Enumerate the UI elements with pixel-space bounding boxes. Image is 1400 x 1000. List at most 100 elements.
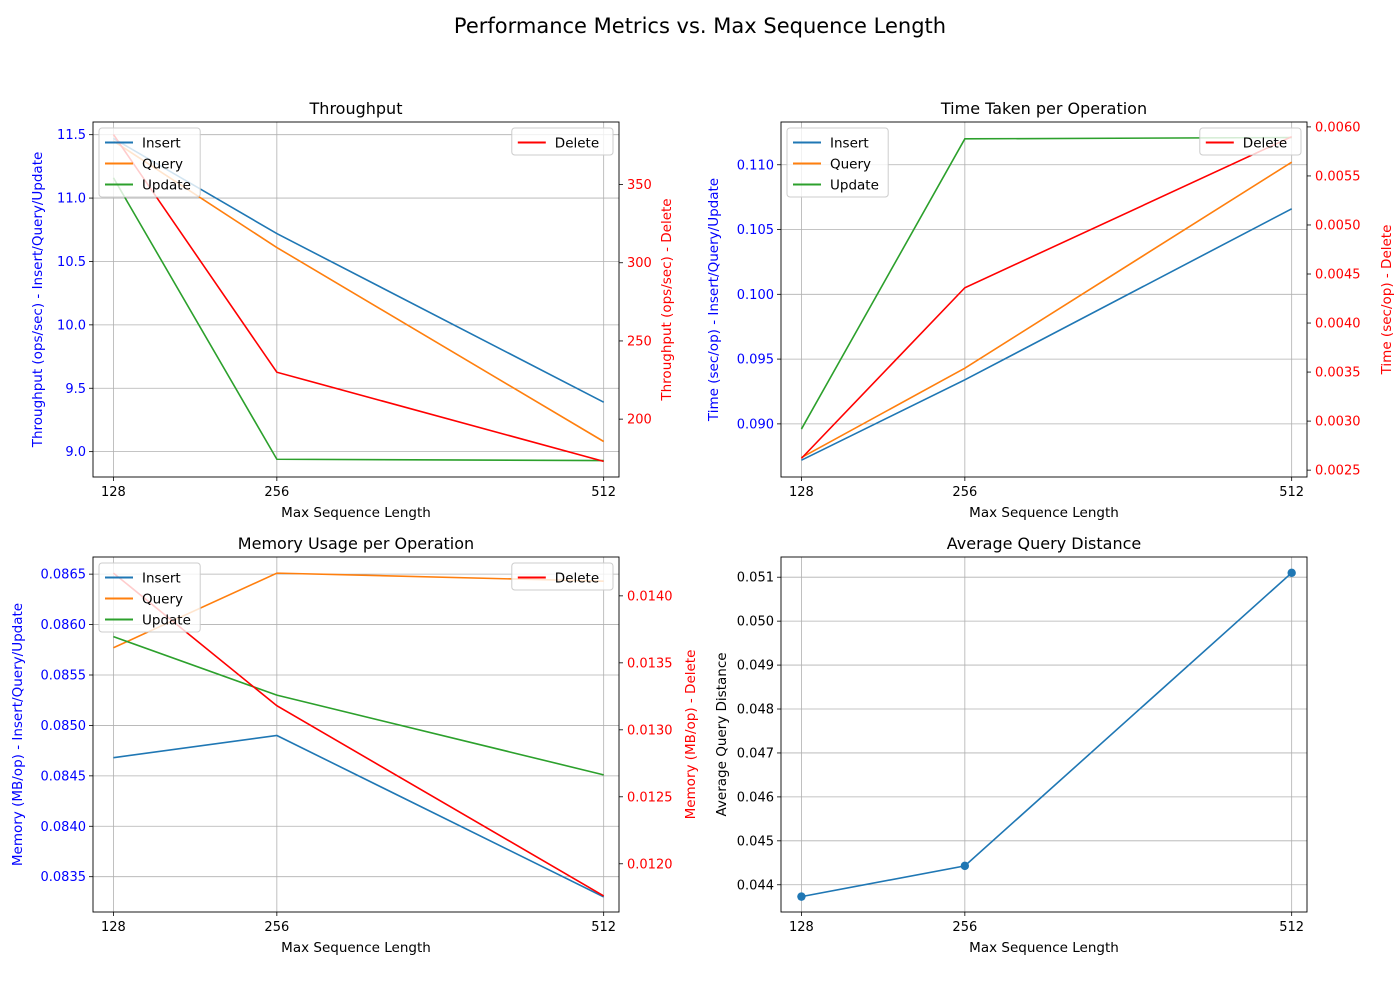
left-legend-frame <box>98 127 201 198</box>
y-tick-label: 0.044 <box>737 878 774 893</box>
series-line-delete <box>800 135 1293 459</box>
x-tick-label: 512 <box>591 920 616 935</box>
y-axis-label: Average Query Distance <box>714 652 730 816</box>
y-tick-label: 0.105 <box>737 223 774 238</box>
x-axis-label: Max Sequence Length <box>281 940 431 956</box>
y-tick-label: 0.051 <box>737 571 774 586</box>
y-tick-label: 0.110 <box>737 158 774 173</box>
y-right-tick-label: 0.0140 <box>627 589 673 604</box>
plot-frame <box>780 121 1308 478</box>
data-point <box>1287 568 1296 578</box>
series-line-delete <box>112 134 604 463</box>
left-legend: Insert Query Update <box>98 562 201 633</box>
x-tick-label: 128 <box>101 920 126 935</box>
left-legend: Insert Query Update <box>98 127 201 198</box>
chart-title: Throughput <box>309 99 403 118</box>
y-right-tick-label: 250 <box>627 334 652 349</box>
y-right-axis-label: Memory (MB/op) - Delete <box>683 650 699 820</box>
plot-frame <box>780 556 1308 913</box>
y-tick-label: 0.050 <box>737 615 774 630</box>
y-tick-label: 0.0840 <box>41 820 87 835</box>
x-tick-label: 512 <box>1279 920 1304 935</box>
right-legend: Delete <box>1199 127 1302 156</box>
legend-label-insert: Insert <box>830 136 869 152</box>
x-tick-label: 512 <box>591 485 616 500</box>
data-point <box>797 892 806 901</box>
y-tick-label: 0.048 <box>737 703 774 718</box>
legend-label-insert: Insert <box>142 571 181 587</box>
legend-label-update: Update <box>142 178 191 194</box>
plot-frame <box>92 121 620 478</box>
y-tick-label: 0.0865 <box>41 568 87 583</box>
y-tick-label: 0.046 <box>737 790 774 805</box>
y-right-tick-label: 350 <box>627 178 652 193</box>
y-right-tick-label: 0.0025 <box>1315 464 1361 479</box>
y-right-tick-label: 200 <box>627 413 652 428</box>
y-right-tick-label: 0.0030 <box>1315 415 1361 430</box>
left-legend-frame <box>786 127 889 198</box>
y-tick-label: 0.0850 <box>41 719 87 734</box>
y-tick-label: 9.0 <box>65 445 86 460</box>
y-right-tick-label: 0.0045 <box>1315 268 1361 283</box>
y-tick-label: 0.0835 <box>41 870 87 885</box>
x-axis-label: Max Sequence Length <box>969 505 1119 521</box>
y-tick-label: 0.0860 <box>41 618 87 633</box>
legend-label-query: Query <box>830 157 871 173</box>
y-tick-label: 0.045 <box>737 834 774 849</box>
chart-title: Memory Usage per Operation <box>238 534 474 553</box>
y-right-axis-label: Throughput (ops/sec) - Delete <box>659 198 675 401</box>
series-line-update <box>113 635 604 776</box>
chart-title: Average Query Distance <box>947 534 1141 553</box>
right-legend: Delete <box>511 562 614 591</box>
y-right-tick-label: 300 <box>627 256 652 271</box>
series-line-query <box>801 161 1293 459</box>
y-tick-label: 11.5 <box>57 128 86 143</box>
x-tick-label: 128 <box>789 485 814 500</box>
y-tick-label: 0.100 <box>737 288 774 303</box>
right-legend-frame <box>1199 127 1302 156</box>
x-tick-label: 128 <box>101 485 126 500</box>
y-right-tick-label: 0.0135 <box>627 656 673 671</box>
x-axis-label: Max Sequence Length <box>969 940 1119 956</box>
figure-title: Performance Metrics vs. Max Sequence Len… <box>453 14 947 38</box>
y-tick-label: 0.049 <box>737 659 774 674</box>
legend-label-delete: Delete <box>555 136 599 152</box>
plot-frame <box>92 556 620 913</box>
right-legend: Delete <box>511 127 614 156</box>
chart-title: Time Taken per Operation <box>940 99 1147 118</box>
legend-label-delete: Delete <box>1243 136 1287 152</box>
y-right-tick-label: 0.0060 <box>1315 120 1361 135</box>
series-line-insert <box>113 734 605 898</box>
memory-per-op-chart: Memory Usage per Operation 128 256 512 Max S… <box>10 534 699 956</box>
y-tick-label: 0.0855 <box>41 668 87 683</box>
x-tick-label: 256 <box>952 920 977 935</box>
y-right-tick-label: 0.0055 <box>1315 169 1361 184</box>
y-tick-label: 0.095 <box>737 353 774 368</box>
y-right-tick-label: 0.0050 <box>1315 218 1361 233</box>
y-tick-label: 9.5 <box>65 382 86 397</box>
x-tick-label: 256 <box>952 485 977 500</box>
y-right-tick-label: 0.0130 <box>627 723 673 738</box>
y-tick-label: 0.047 <box>737 746 774 761</box>
x-tick-label: 256 <box>264 920 289 935</box>
y-axis-label: Memory (MB/op) - Insert/Query/Update <box>10 603 26 866</box>
y-axis-label: Time (sec/op) - Insert/Query/Update <box>706 178 722 422</box>
x-axis-label: Max Sequence Length <box>281 505 431 521</box>
y-tick-label: 0.0845 <box>41 769 87 784</box>
avg-query-distance-chart: Average Query Distance 128 256 512 Max Seque… <box>714 534 1308 956</box>
y-tick-label: 11.0 <box>57 192 86 207</box>
x-tick-label: 512 <box>1279 485 1304 500</box>
y-right-tick-label: 0.0035 <box>1315 366 1361 381</box>
legend-label-query: Query <box>142 592 183 608</box>
legend-label-update: Update <box>830 178 879 194</box>
legend-label-delete: Delete <box>555 571 599 587</box>
x-tick-label: 128 <box>789 920 814 935</box>
legend-label-update: Update <box>142 613 191 629</box>
series-line-update <box>112 177 604 462</box>
series-line-insert <box>801 208 1293 461</box>
legend-label-query: Query <box>142 157 183 173</box>
y-tick-label: 10.0 <box>57 318 86 333</box>
left-legend-frame <box>98 562 201 633</box>
time-per-op-chart: Time Taken per Operation 128 256 512 Max Seq… <box>706 99 1395 521</box>
